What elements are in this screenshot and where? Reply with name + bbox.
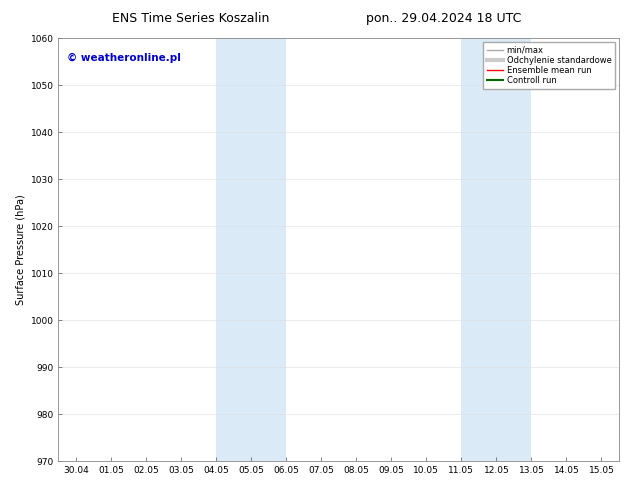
Text: ENS Time Series Koszalin: ENS Time Series Koszalin [112,12,269,25]
Legend: min/max, Odchylenie standardowe, Ensemble mean run, Controll run: min/max, Odchylenie standardowe, Ensembl… [483,42,615,89]
Text: © weatheronline.pl: © weatheronline.pl [67,53,181,63]
Y-axis label: Surface Pressure (hPa): Surface Pressure (hPa) [15,194,25,305]
Bar [462,38,531,461]
Bar [216,38,286,461]
Text: pon.. 29.04.2024 18 UTC: pon.. 29.04.2024 18 UTC [366,12,522,25]
